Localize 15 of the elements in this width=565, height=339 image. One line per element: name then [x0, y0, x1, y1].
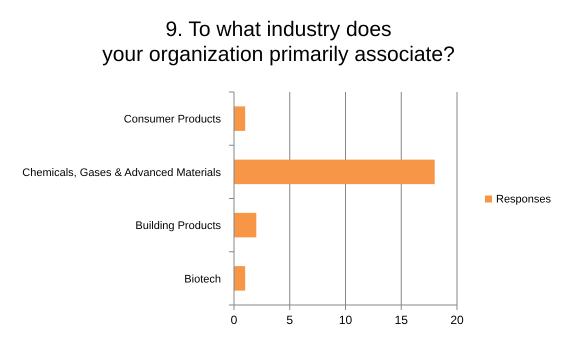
chart-title: 9. To what industry does your organization primarily associate? — [102, 18, 455, 66]
legend-label: Responses — [496, 194, 552, 206]
x-tick-label: 20 — [450, 313, 464, 327]
y-tick-label: Chemicals, Gases & Advanced Materials — [22, 166, 222, 179]
bar — [234, 160, 435, 184]
y-tick-label: Consumer Products — [124, 114, 222, 126]
bar — [234, 106, 246, 131]
y-tick-label: Building Products — [135, 220, 222, 232]
x-tick-label: 0 — [230, 313, 238, 327]
bar — [234, 212, 256, 238]
y-tick-label: Biotech — [184, 273, 221, 286]
x-tick-label: 10 — [338, 313, 352, 327]
bar — [234, 266, 246, 291]
x-tick-label: 5 — [286, 313, 294, 327]
x-tick-label: 15 — [394, 313, 408, 327]
